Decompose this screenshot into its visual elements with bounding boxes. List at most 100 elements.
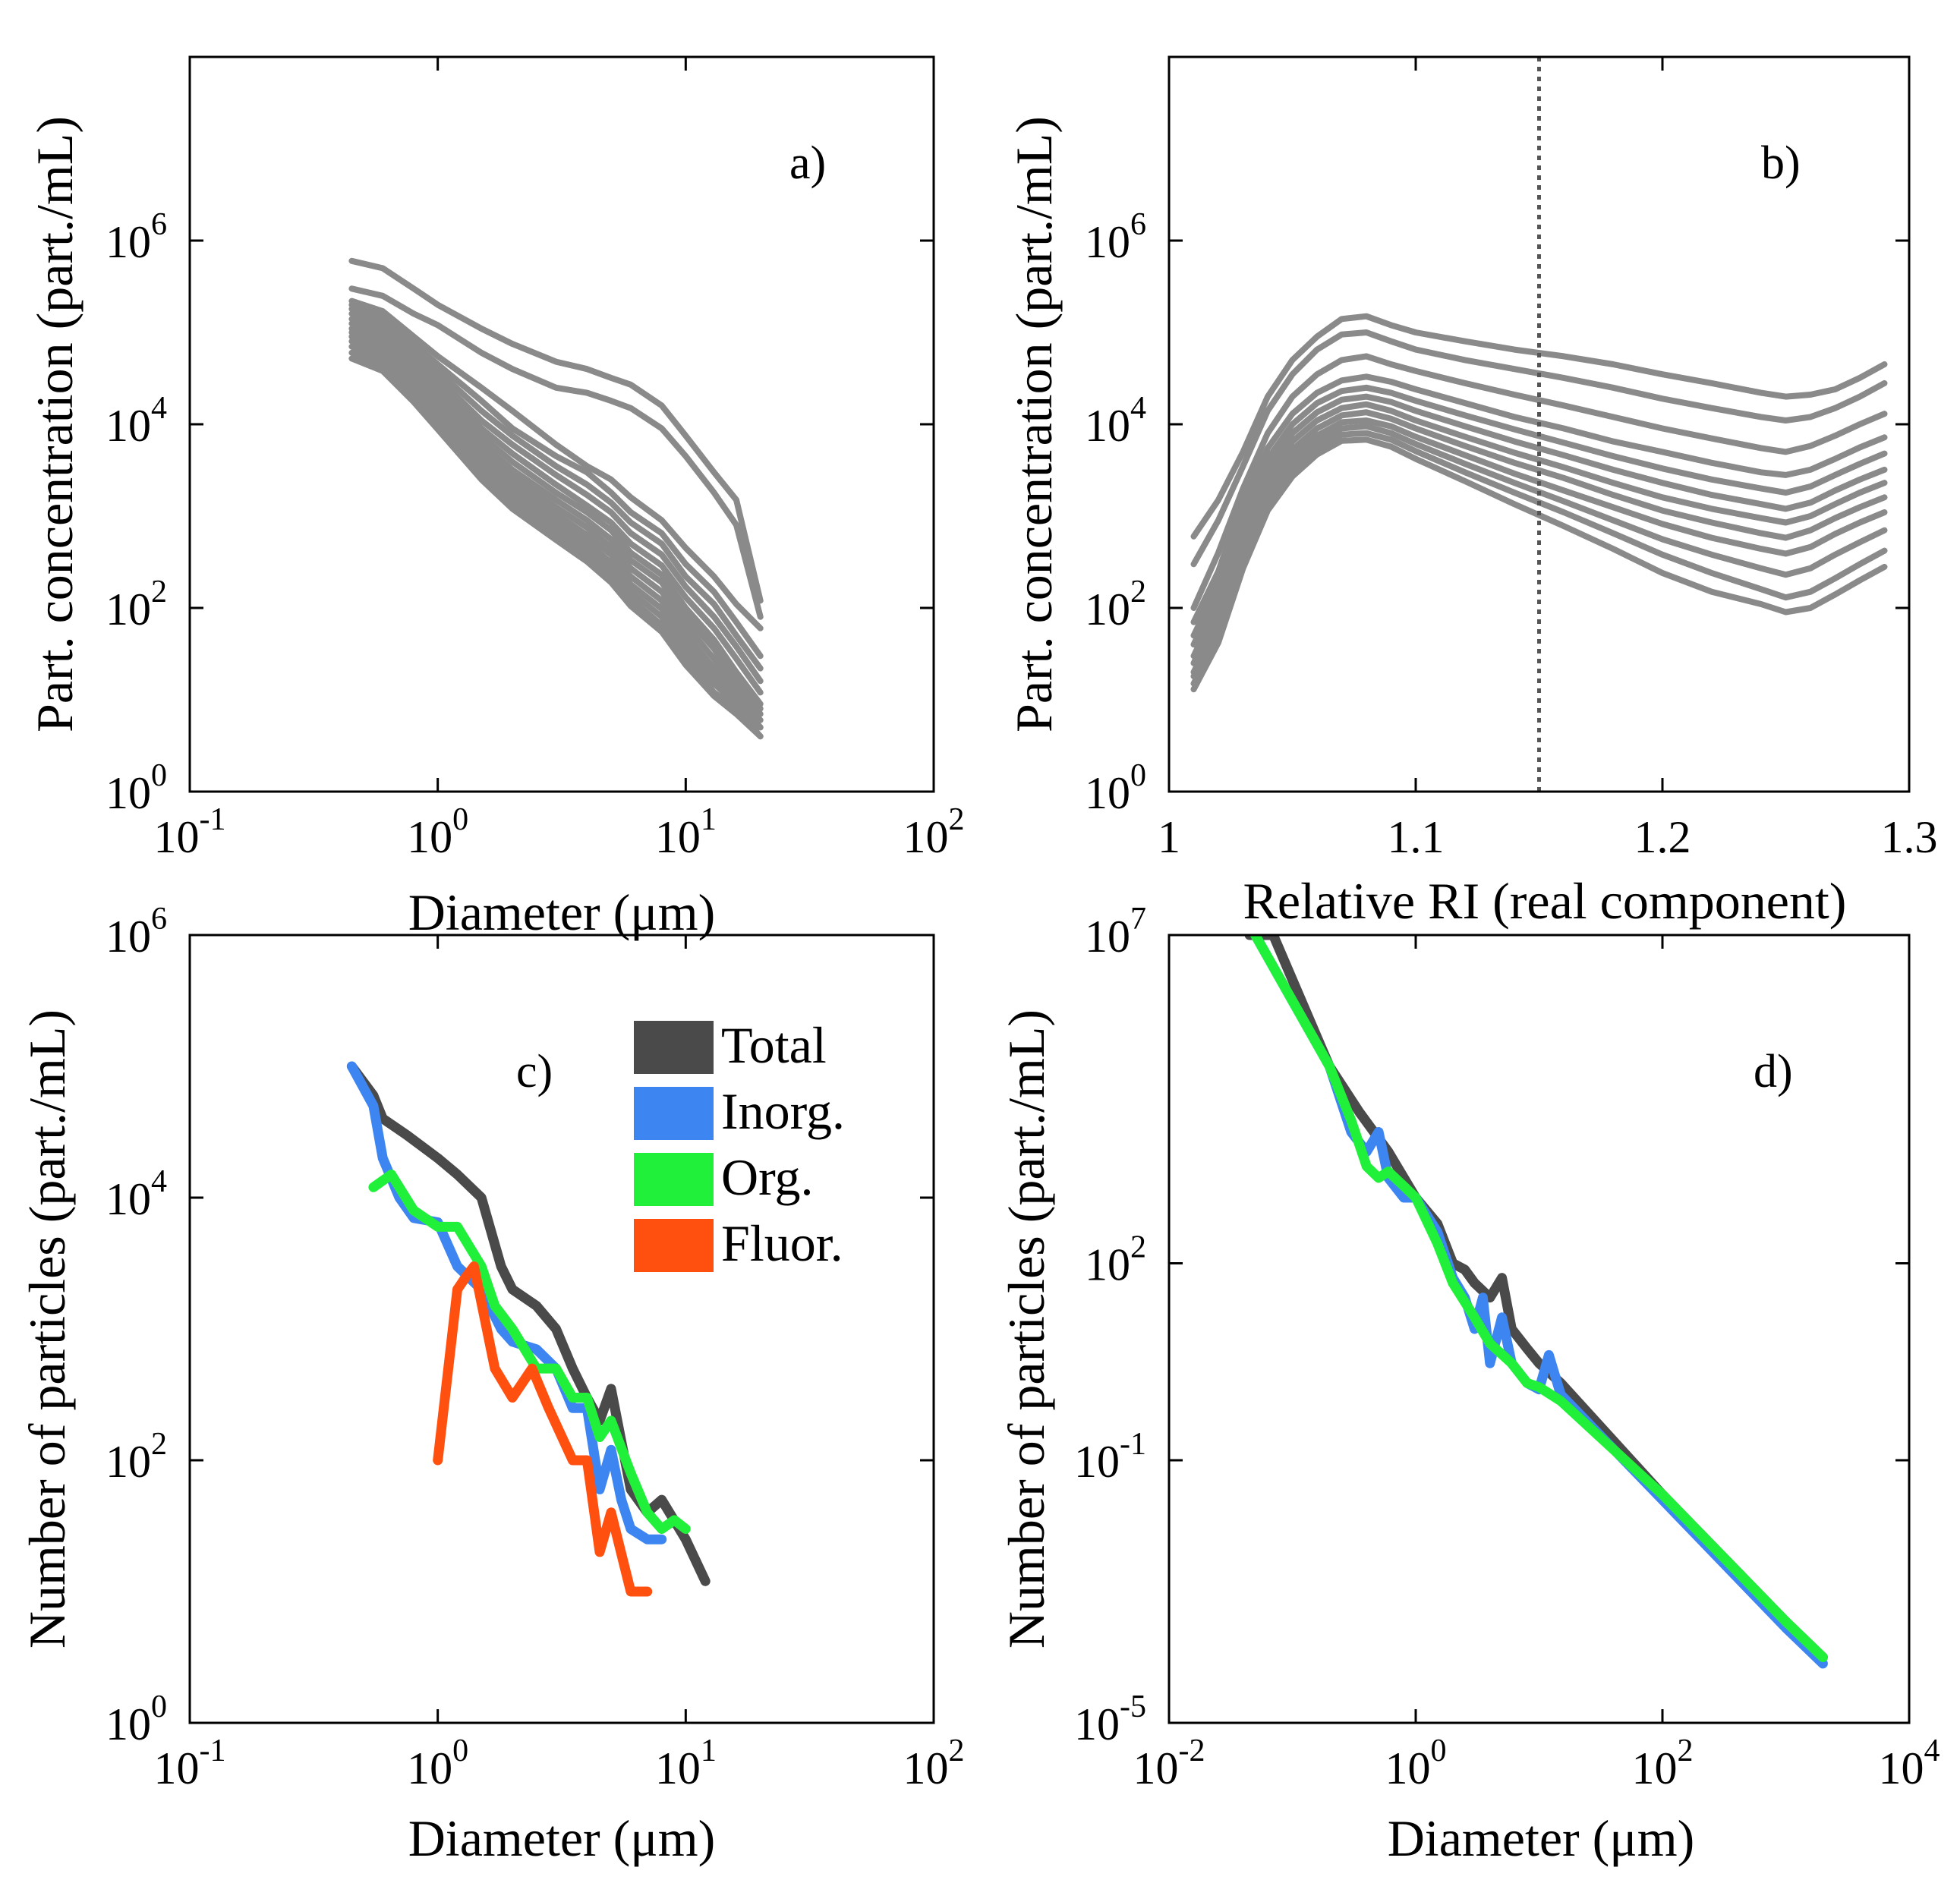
panel-b-ytick-label: 102 bbox=[1085, 575, 1146, 634]
panel-a-ytick-label: 106 bbox=[106, 207, 167, 267]
panel-c-ylabel: Number of particles (part./mL) bbox=[18, 1009, 76, 1648]
panel-d-ytick-label: 102 bbox=[1085, 1230, 1146, 1290]
panel-d-xtick-label: 102 bbox=[1632, 1733, 1694, 1793]
panel-d-ticks: 10-5 10-1 102 107 10-2 100 102 104 bbox=[1074, 902, 1940, 1793]
panel-b-series-s7 bbox=[1190, 401, 1888, 660]
panel-a-ytick-label: 104 bbox=[106, 391, 167, 451]
legend-swatch-inorg bbox=[634, 1087, 714, 1140]
panel-c-xtick-label: 100 bbox=[407, 1733, 468, 1793]
panel-b-series-s1 bbox=[1190, 313, 1888, 540]
panel-b-ytick-label: 106 bbox=[1085, 207, 1146, 267]
legend-swatch-fluor bbox=[634, 1219, 714, 1272]
panel-d-ytick-label: 107 bbox=[1085, 902, 1146, 962]
panel-a-series-s15 bbox=[348, 355, 764, 740]
panel-b-series-s9 bbox=[1190, 417, 1888, 675]
panel-a-ylabel: Part. concentration (part./mL) bbox=[26, 116, 84, 732]
panel-b-ytick-label: 104 bbox=[1085, 391, 1146, 451]
panel-b-label: b) bbox=[1761, 137, 1801, 189]
panel-c-xtick-label: 10-1 bbox=[154, 1733, 226, 1793]
panel-d-series-inorg bbox=[1250, 935, 1828, 1669]
panel-d-series-org bbox=[1250, 935, 1828, 1662]
panel-a-lines bbox=[348, 257, 764, 740]
panel-c-ytick-label: 100 bbox=[106, 1689, 167, 1749]
legend-label-fluor: Fluor. bbox=[721, 1214, 843, 1272]
legend-label-total: Total bbox=[721, 1016, 827, 1074]
panel-c-xtick-label: 101 bbox=[655, 1733, 717, 1793]
panel-c-series-total bbox=[346, 1061, 711, 1586]
legend-label-org: Org. bbox=[721, 1148, 814, 1206]
panel-c-ytick-label: 106 bbox=[106, 902, 167, 962]
panel-d-axes-frame bbox=[1167, 934, 1911, 1724]
panel-b-series-s3 bbox=[1190, 353, 1888, 611]
panel-b-ticks: 100 102 104 106 1 1.1 1.2 1.3 bbox=[1085, 57, 1938, 862]
panel-b-xtick-label: 1.2 bbox=[1634, 812, 1691, 862]
panel-b-series-s6 bbox=[1190, 393, 1888, 648]
panel-a-series-s5 bbox=[348, 306, 764, 672]
panel-c-series-org bbox=[368, 1170, 691, 1534]
panel-a-series-s3 bbox=[348, 298, 764, 631]
panel-c-ytick-label: 104 bbox=[106, 1164, 167, 1224]
panel-b-ytick-label: 100 bbox=[1085, 758, 1146, 818]
panel-d-ytick-label: 10-1 bbox=[1074, 1427, 1146, 1487]
panel-c-series-fluor bbox=[433, 1261, 653, 1597]
panel-b-series-s8 bbox=[1190, 409, 1888, 666]
legend-swatch-total bbox=[634, 1021, 714, 1074]
panel-b-series-s12 bbox=[1190, 436, 1888, 693]
legend-swatch-org bbox=[634, 1153, 714, 1206]
panel-b-xtick-label: 1.1 bbox=[1388, 812, 1445, 862]
panel-a-series-s13 bbox=[348, 343, 764, 731]
panel-c-xlabel: Diameter (μm) bbox=[408, 1809, 716, 1867]
panel-a-series-s9 bbox=[348, 326, 764, 712]
panel-d-label: d) bbox=[1754, 1046, 1793, 1097]
panel-a-label: a) bbox=[789, 137, 826, 189]
panel-a-series-s4 bbox=[348, 301, 764, 660]
panel-c-xtick-label: 102 bbox=[903, 1733, 965, 1793]
panel-d-series-total bbox=[1244, 935, 1828, 1662]
panel-d-lines bbox=[1244, 935, 1828, 1669]
panel-c-series-inorg bbox=[346, 1061, 667, 1545]
panel-b-xtick-label: 1.3 bbox=[1881, 812, 1938, 862]
panel-b-ylabel: Part. concentration (part./mL) bbox=[1005, 116, 1063, 732]
panel-a-xtick-label: 100 bbox=[407, 802, 468, 862]
panel-a-ytick-label: 102 bbox=[106, 575, 167, 634]
panel-d-xtick-label: 104 bbox=[1879, 1733, 1940, 1793]
panel-b-xlabel: Relative RI (real component) bbox=[1243, 872, 1847, 930]
panel-d-ylabel: Number of particles (part./mL) bbox=[997, 1009, 1055, 1648]
panel-c-ytick-label: 102 bbox=[106, 1427, 167, 1487]
panel-b-xtick-label: 1 bbox=[1158, 812, 1180, 862]
panel-d-xlabel: Diameter (μm) bbox=[1388, 1809, 1695, 1867]
panel-d-ytick-label: 10-5 bbox=[1074, 1689, 1146, 1749]
panel-a-xtick-label: 10-1 bbox=[154, 802, 226, 862]
panel-a-xtick-label: 101 bbox=[655, 802, 717, 862]
panel-a-series-s12 bbox=[348, 338, 764, 731]
panel-b-series-s2 bbox=[1190, 329, 1888, 568]
panel-b-series-s4 bbox=[1190, 373, 1888, 625]
panel-c-label: c) bbox=[516, 1046, 553, 1097]
panel-d-xtick-label: 100 bbox=[1385, 1733, 1447, 1793]
panel-a-series-s11 bbox=[348, 333, 764, 723]
legend-label-inorg: Inorg. bbox=[721, 1082, 845, 1140]
panel-c-lines bbox=[346, 1061, 711, 1597]
panel-d-xtick-label: 10-2 bbox=[1133, 1733, 1205, 1793]
panel-c-axes-frame bbox=[188, 934, 935, 1724]
panel-b-series-s11 bbox=[1190, 430, 1888, 687]
panel-a-series-s2 bbox=[348, 285, 764, 620]
panel-c-legend: Total Inorg. Org. Fluor. bbox=[634, 1016, 845, 1272]
panel-a-series-s7 bbox=[348, 316, 764, 696]
panel-a-series-s8 bbox=[348, 320, 764, 707]
panel-d: 10-5 10-1 102 107 10-2 100 102 104 d) Diameter … bbox=[997, 902, 1940, 1867]
panel-a-ytick-label: 100 bbox=[106, 758, 167, 818]
panel-a-series-s1 bbox=[348, 257, 764, 604]
panel-b-lines bbox=[1190, 313, 1888, 693]
panel-b-series-s5 bbox=[1190, 384, 1888, 639]
panel-a-series-s6 bbox=[348, 310, 764, 685]
panel-a-xtick-label: 102 bbox=[903, 802, 965, 862]
panel-b-series-s10 bbox=[1190, 423, 1888, 680]
panel-a-series-s10 bbox=[348, 329, 764, 717]
panel-b: 100 102 104 106 1 1.1 1.2 1.3 b) Relative RI (r… bbox=[1005, 55, 1938, 930]
